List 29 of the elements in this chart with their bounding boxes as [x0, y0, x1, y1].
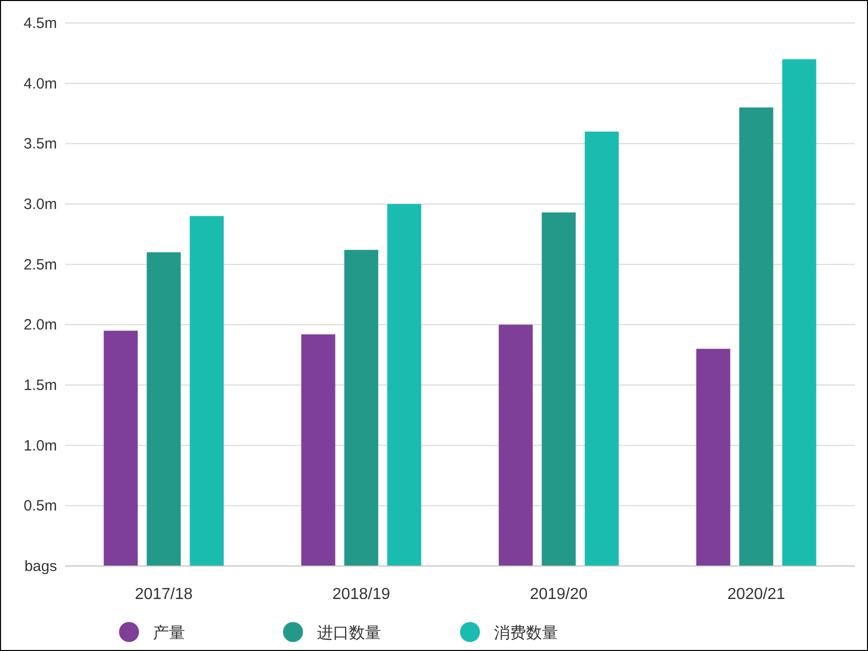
y-tick-label: 1.5m — [24, 377, 57, 394]
y-tick-label: 0.5m — [24, 498, 57, 515]
x-tick-label: 2018/19 — [332, 586, 390, 603]
bar — [104, 330, 138, 566]
legend-label: 消费数量 — [494, 624, 558, 642]
bar — [301, 334, 336, 566]
bar — [542, 212, 576, 566]
bar — [739, 107, 774, 566]
y-tick-label: 2.5m — [24, 256, 57, 274]
legend-label: 产量 — [153, 624, 185, 642]
y-tick-label: 4.0m — [24, 75, 57, 92]
bar — [696, 348, 730, 566]
bar — [498, 324, 533, 566]
bar — [584, 132, 619, 566]
legend-label: 进口数量 — [317, 624, 381, 642]
bar — [344, 250, 378, 566]
y-tick-label: bags — [24, 558, 57, 575]
x-tick-label: 2017/18 — [134, 586, 193, 603]
y-tick-label: 4.5m — [24, 15, 57, 32]
y-tick-label: 1.0m — [24, 437, 57, 454]
y-tick-label: 3.5m — [24, 136, 57, 153]
x-tick-label: 2019/20 — [530, 586, 588, 603]
x-tick-label: 2020/21 — [727, 586, 786, 603]
y-tick-label: 3.0m — [24, 196, 57, 213]
bar — [387, 204, 422, 566]
bar — [146, 252, 181, 566]
bar — [190, 216, 224, 566]
y-tick-label: 2.0m — [24, 316, 57, 334]
bar — [782, 59, 816, 566]
